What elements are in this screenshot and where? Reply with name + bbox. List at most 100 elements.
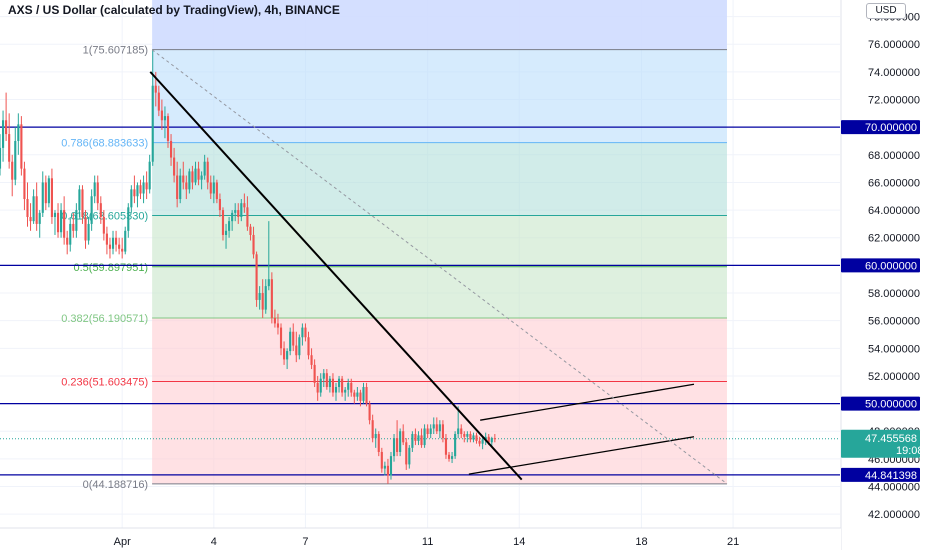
candle [304, 323, 307, 342]
candle-body [145, 182, 148, 190]
candle-body [35, 196, 38, 224]
candle [435, 417, 438, 435]
candle [185, 175, 188, 200]
candle-body [261, 293, 264, 310]
price-tick-label: 62.000000 [868, 233, 920, 245]
candle-body [484, 436, 487, 440]
candle [334, 382, 338, 401]
candle [231, 210, 234, 231]
candle-body [420, 435, 423, 446]
candle [396, 420, 399, 457]
candle-body [118, 244, 121, 249]
candle [194, 161, 197, 186]
candle-body [209, 182, 212, 194]
price-tick-label: 76.000000 [868, 39, 920, 51]
candle [234, 203, 237, 222]
candle [286, 348, 289, 370]
candle-body [435, 424, 438, 432]
candle [133, 175, 136, 204]
candle-body [0, 147, 2, 169]
candle-body [423, 428, 426, 446]
candle-body [194, 168, 197, 183]
horizontal-levels[interactable] [0, 126, 840, 476]
candle-body [469, 434, 472, 440]
candle [87, 217, 90, 245]
candle [344, 387, 347, 401]
candle-body [221, 210, 225, 235]
candle [209, 175, 212, 200]
candle-body [197, 168, 200, 180]
candle [350, 378, 353, 397]
candle-body [267, 279, 270, 287]
last-price-value: 47.455568 [865, 433, 917, 445]
candle [108, 237, 112, 259]
fib-zone [152, 318, 727, 382]
candle [127, 203, 130, 238]
candle-body [26, 199, 29, 218]
candle-body [344, 389, 347, 393]
price-tick-label: 66.000000 [868, 177, 920, 189]
candle [481, 436, 484, 450]
candle [368, 400, 371, 425]
level-price-tag-bg [841, 258, 920, 273]
fibonacci-retracement[interactable]: 1(75.607185)0.786(68.883633)0.618(63.605… [61, 0, 727, 491]
candle-body [105, 233, 108, 245]
trendline-fib-diagonal[interactable] [151, 49, 728, 485]
candle-body [255, 254, 258, 300]
candle [441, 420, 444, 443]
candle [362, 382, 365, 404]
candle-body [487, 436, 490, 443]
candle-body [23, 168, 26, 200]
candle [121, 237, 124, 259]
trendline-descending[interactable] [149, 71, 523, 481]
candle [451, 451, 454, 464]
time-axis[interactable]: Apr 4 7 11 14 18 21 [0, 527, 841, 550]
candle [341, 375, 344, 397]
candle-body [44, 182, 47, 204]
candle [105, 226, 108, 255]
time-tick-label: 21 [727, 536, 739, 548]
candle-body [392, 438, 396, 457]
candle [17, 113, 20, 155]
trendlines[interactable] [149, 49, 728, 485]
candle-body [350, 382, 353, 393]
candle [493, 434, 496, 443]
candle [115, 230, 118, 252]
trendline-channel-upper[interactable] [480, 383, 695, 421]
candle-body [405, 442, 408, 465]
fib-level-label: 1(75.607185) [83, 45, 148, 57]
candle-body [457, 428, 460, 435]
candle-body [203, 161, 206, 176]
candle [331, 373, 335, 397]
price-tick-label: 44.000000 [868, 482, 920, 494]
candle-body [185, 182, 188, 190]
candle [319, 373, 322, 397]
candle [270, 272, 273, 324]
price-tick-label: 52.000000 [868, 371, 920, 383]
candle [157, 85, 160, 117]
candle [93, 175, 96, 204]
candle [136, 182, 139, 208]
currency-button[interactable]: USD [866, 3, 906, 19]
price-axis[interactable]: 42.00000044.00000046.00000048.00000050.0… [840, 0, 932, 550]
trendline-channel-lower[interactable] [468, 436, 695, 475]
candle-body [307, 337, 310, 356]
candle [130, 185, 133, 213]
candle-body [322, 373, 325, 379]
candle-body [111, 237, 115, 249]
last-price-tag-bg [841, 429, 920, 458]
candle [454, 431, 457, 459]
candle [182, 161, 185, 190]
candle [102, 210, 105, 241]
candle [429, 424, 432, 439]
candle-body [371, 420, 374, 439]
candle-body [243, 203, 246, 208]
candle-body [212, 182, 215, 194]
candle-body [359, 392, 362, 401]
candle [173, 147, 176, 183]
candle-body [173, 157, 176, 176]
candle [197, 161, 200, 186]
candle [279, 323, 283, 356]
candle-body [264, 286, 267, 310]
